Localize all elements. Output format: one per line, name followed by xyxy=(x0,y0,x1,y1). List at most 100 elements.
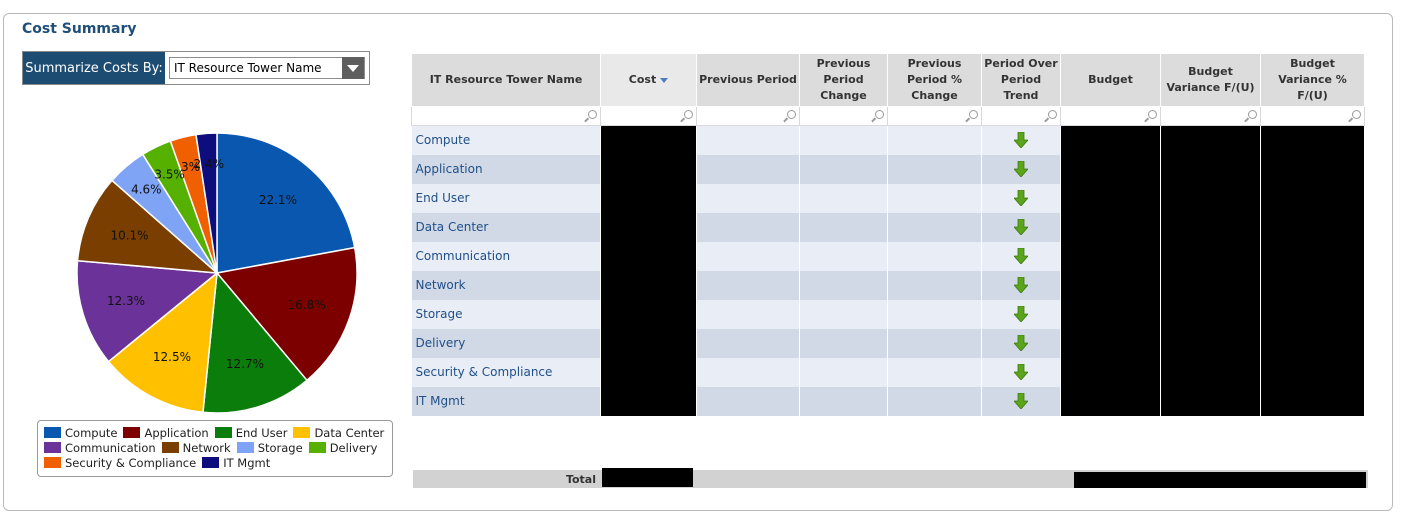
search-icon[interactable] xyxy=(1048,110,1057,119)
tower-name-cell[interactable]: IT Mgmt xyxy=(411,386,601,416)
tower-name-cell[interactable]: Network xyxy=(411,270,601,300)
legend-item[interactable]: Communication xyxy=(44,441,156,455)
search-icon[interactable] xyxy=(1248,110,1257,119)
table-row[interactable]: Storage xyxy=(411,299,1365,329)
trend-cell xyxy=(981,241,1061,271)
redacted-cell xyxy=(1260,299,1365,329)
table-row[interactable]: Security & Compliance xyxy=(411,357,1365,387)
search-icon[interactable] xyxy=(787,110,796,119)
redacted-cell xyxy=(1060,299,1161,329)
tower-name-cell[interactable]: Application xyxy=(411,154,601,184)
legend-swatch xyxy=(161,442,179,453)
legend-item[interactable]: Data Center xyxy=(293,426,384,440)
pie-label-data-center: 12.5% xyxy=(153,350,191,364)
trend-cell xyxy=(981,270,1061,300)
legend-item[interactable]: End User xyxy=(214,426,287,440)
tower-name-cell[interactable]: Communication xyxy=(411,241,601,271)
pie-slice-compute[interactable] xyxy=(216,132,356,274)
value-cell xyxy=(799,125,888,155)
column-filter-input[interactable] xyxy=(1160,106,1261,126)
pie-slice-data-center[interactable] xyxy=(107,271,218,414)
tower-name-cell[interactable]: Security & Compliance xyxy=(411,357,601,387)
pie-slice-application[interactable] xyxy=(215,246,358,382)
value-cell xyxy=(887,154,982,184)
pie-label-compute: 22.1% xyxy=(259,193,297,207)
column-header[interactable]: Previous Period % Change xyxy=(887,53,982,107)
value-cell xyxy=(799,357,888,387)
table-row[interactable]: Data Center xyxy=(411,212,1365,242)
column-header[interactable]: Previous Period Change xyxy=(799,53,888,107)
column-filter-input[interactable] xyxy=(411,106,601,126)
table-row[interactable]: Communication xyxy=(411,241,1365,271)
legend-swatch xyxy=(293,427,311,438)
pie-label-communication: 12.3% xyxy=(107,294,145,308)
tower-name-cell[interactable]: Data Center xyxy=(411,212,601,242)
tower-name-cell[interactable]: Storage xyxy=(411,299,601,329)
trend-cell xyxy=(981,125,1061,155)
legend-item[interactable]: Network xyxy=(161,441,231,455)
legend-swatch xyxy=(44,427,61,438)
value-cell xyxy=(696,154,800,184)
legend-label: Application xyxy=(144,425,209,440)
legend-label: Storage xyxy=(257,440,303,455)
legend-label: Delivery xyxy=(329,440,378,455)
search-icon[interactable] xyxy=(875,110,884,119)
column-header[interactable]: IT Resource Tower Name xyxy=(411,53,601,107)
pie-legend: Compute Application End User Data Center Com… xyxy=(37,420,393,477)
pie-label-delivery: 3.5% xyxy=(154,168,185,182)
legend-item[interactable]: Security & Compliance xyxy=(44,456,196,470)
column-header[interactable]: Budget Variance % F/(U) xyxy=(1260,53,1365,107)
search-icon[interactable] xyxy=(684,110,693,119)
legend-swatch xyxy=(202,457,220,468)
pie-slice-it-mgmt[interactable] xyxy=(195,132,218,274)
column-filter-input[interactable] xyxy=(1260,106,1365,126)
search-icon[interactable] xyxy=(1148,110,1157,119)
column-header[interactable]: Previous Period xyxy=(696,53,800,107)
chevron-down-icon[interactable] xyxy=(342,57,364,79)
redacted-cell xyxy=(1060,125,1161,155)
tower-name-cell[interactable]: Compute xyxy=(411,125,601,155)
column-header-label: Previous Period Change xyxy=(816,57,871,102)
legend-item[interactable]: Application xyxy=(123,425,209,440)
search-icon[interactable] xyxy=(1352,110,1361,119)
pie-slice-communication[interactable] xyxy=(76,259,219,363)
legend-item[interactable]: Delivery xyxy=(308,440,378,455)
column-header-label: Previous Period xyxy=(699,73,797,86)
pie-slice-end-user[interactable] xyxy=(202,271,308,414)
column-header[interactable]: Cost xyxy=(600,53,697,107)
redacted-cell xyxy=(600,154,697,184)
tower-name-cell[interactable]: End User xyxy=(411,183,601,213)
column-header[interactable]: Period Over Period Trend xyxy=(981,53,1061,107)
redacted-cell xyxy=(1260,154,1365,184)
tower-name-cell[interactable]: Delivery xyxy=(411,328,601,358)
redacted-cell xyxy=(600,125,697,155)
redacted-cell xyxy=(600,328,697,358)
column-header[interactable]: Budget xyxy=(1060,53,1161,107)
value-cell xyxy=(696,270,800,300)
table-row[interactable]: Application xyxy=(411,154,1365,184)
redacted-cell xyxy=(1260,357,1365,387)
pie-slice-network[interactable] xyxy=(76,179,220,274)
column-filter-input[interactable] xyxy=(887,106,982,126)
legend-label: IT Mgmt xyxy=(223,455,271,470)
column-filter-input[interactable] xyxy=(696,106,800,126)
summarize-select[interactable]: IT Resource Tower Name xyxy=(169,57,365,79)
sort-desc-icon[interactable] xyxy=(660,77,669,83)
table-row[interactable]: Delivery xyxy=(411,328,1365,358)
column-filter-input[interactable] xyxy=(600,106,697,126)
legend-item[interactable]: Storage xyxy=(236,440,303,455)
column-filter-input[interactable] xyxy=(799,106,888,126)
table-row[interactable]: IT Mgmt xyxy=(411,386,1365,416)
column-filter-input[interactable] xyxy=(1060,106,1161,126)
search-icon[interactable] xyxy=(588,110,597,119)
legend-item[interactable]: Compute xyxy=(44,426,117,440)
column-header[interactable]: Budget Variance F/(U) xyxy=(1160,53,1261,107)
table-row[interactable]: Network xyxy=(411,270,1365,300)
table-row[interactable]: End User xyxy=(411,183,1365,213)
table-row[interactable]: Compute xyxy=(411,125,1365,155)
legend-item[interactable]: IT Mgmt xyxy=(202,456,270,470)
column-filter-input[interactable] xyxy=(981,106,1061,126)
search-icon[interactable] xyxy=(969,110,978,119)
panel-title: Cost Summary xyxy=(22,21,137,37)
redacted-cell xyxy=(1060,241,1161,271)
